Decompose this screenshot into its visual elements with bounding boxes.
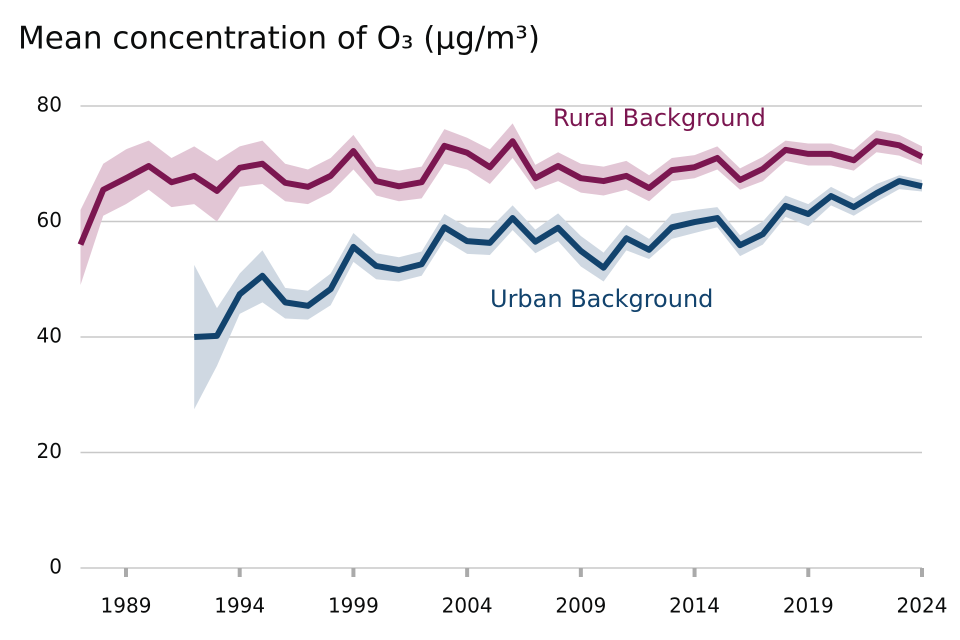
line: [194, 178, 923, 340]
y-tick-label: 20: [37, 439, 62, 463]
series-label: Urban Background: [490, 285, 713, 313]
y-tick-label: 40: [37, 324, 62, 348]
chart-title: Mean concentration of O₃ (µg/m³): [18, 21, 540, 57]
x-tick-label: 2024: [897, 594, 948, 618]
y-tick-label: 60: [37, 208, 62, 232]
x-tick-label: 2019: [783, 594, 834, 618]
x-tick-label: 1994: [214, 594, 265, 618]
line: [77, 138, 924, 246]
x-tick-label: 2014: [669, 594, 720, 618]
y-tick-label: 0: [49, 555, 62, 579]
x-tick-label: 1989: [101, 594, 152, 618]
x-tick-label: 2004: [442, 594, 493, 618]
x-tick-label: 1999: [328, 594, 379, 618]
y-tick-label: 80: [37, 93, 62, 117]
confidence-band: [80, 123, 922, 286]
series-label: Rural Background: [553, 104, 766, 132]
x-tick-label: 2009: [555, 594, 606, 618]
confidence-band: [194, 175, 923, 410]
